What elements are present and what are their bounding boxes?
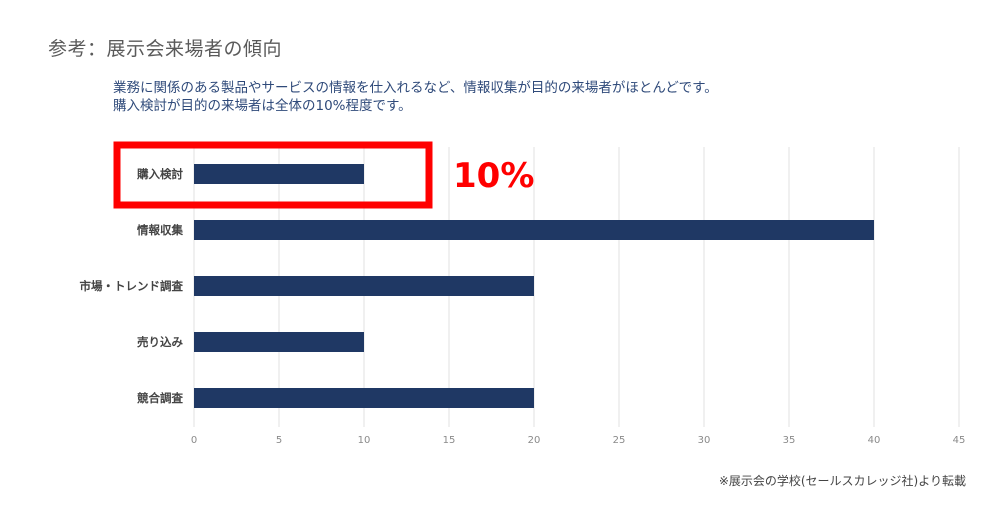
x-tick-label-6: 30 (698, 435, 711, 446)
x-tick-label-5: 25 (613, 435, 626, 446)
bar-1 (194, 220, 874, 240)
category-label-2: 市場・トレンド調査 (80, 279, 184, 293)
subtitle-line-2: 購入検討が目的の来場者は全体の10%程度です。 (113, 98, 412, 114)
x-tick-label-2: 10 (358, 435, 371, 446)
page-title: 参考：展示会来場者の傾向 (48, 38, 283, 60)
annotation-text: 10% (453, 156, 534, 196)
bar-4 (194, 388, 534, 408)
x-tick-label-7: 35 (783, 435, 796, 446)
subtitle-line-1: 業務に関係のある製品やサービスの情報を仕入れるなど、情報収集が目的の来場者がほと… (113, 80, 718, 96)
category-label-0: 購入検討 (136, 167, 183, 181)
source-note: ※展示会の学校(セールスカレッジ社)より転載 (718, 474, 966, 488)
x-tick-label-3: 15 (443, 435, 456, 446)
page-subtitle: 業務に関係のある製品やサービスの情報を仕入れるなど、情報収集が目的の来場者がほと… (113, 79, 718, 115)
x-tick-label-9: 45 (953, 435, 966, 446)
x-tick-label-0: 0 (191, 435, 197, 446)
bar-0 (194, 164, 364, 184)
bar-2 (194, 276, 534, 296)
category-label-4: 競合調査 (137, 391, 183, 405)
category-label-3: 売り込み (137, 335, 183, 349)
x-tick-label-1: 5 (276, 435, 282, 446)
bar-3 (194, 332, 364, 352)
x-tick-label-8: 40 (868, 435, 881, 446)
highlight-box (113, 141, 433, 209)
x-tick-label-4: 20 (528, 435, 541, 446)
category-label-1: 情報収集 (136, 223, 183, 237)
